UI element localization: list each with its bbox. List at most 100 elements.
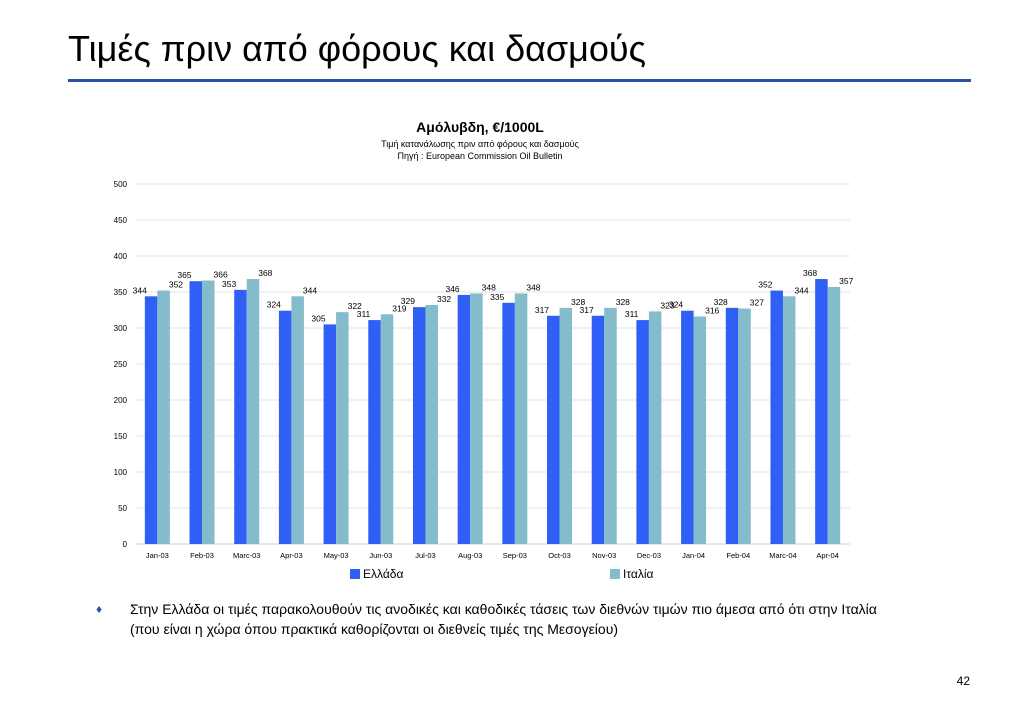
data-label-greece: 344: [133, 285, 147, 295]
bar-italy: [559, 307, 573, 544]
data-label-italy: 332: [437, 294, 451, 304]
data-label-greece: 305: [311, 313, 325, 323]
data-label-greece: 324: [267, 300, 281, 310]
bar-italy: [738, 308, 751, 544]
data-label-italy: 366: [214, 269, 228, 279]
data-label-italy: 344: [794, 285, 808, 295]
data-label-italy: 357: [839, 276, 853, 286]
data-label-greece: 329: [401, 296, 415, 306]
y-tick-label: 150: [114, 432, 128, 441]
data-label-greece: 352: [758, 280, 772, 290]
y-tick-label: 250: [114, 360, 128, 369]
x-tick-label: Feb-04: [726, 551, 750, 560]
bar-italy: [648, 311, 662, 544]
bar-greece: [502, 302, 515, 544]
data-label-greece: 317: [535, 305, 549, 315]
page-number: 42: [956, 674, 970, 688]
bar-greece: [636, 320, 649, 544]
x-tick-label: May-03: [324, 551, 349, 560]
data-label-greece: 317: [580, 305, 594, 315]
y-tick-label: 200: [114, 396, 128, 405]
data-label-italy: 348: [482, 282, 496, 292]
x-tick-label: Dec-03: [637, 551, 661, 560]
bar-italy: [157, 290, 170, 544]
y-tick-label: 400: [114, 252, 128, 261]
bar-italy: [782, 296, 796, 544]
bar-greece: [725, 307, 739, 544]
bar-greece: [368, 320, 381, 544]
data-label-italy: 322: [348, 301, 362, 311]
data-label-greece: 335: [490, 292, 504, 302]
bar-italy: [336, 312, 349, 544]
chart-subtitle: Τιμή κατανάλωσης πριν από φόρους και δασ…: [381, 139, 579, 149]
x-tick-label: Apr-03: [280, 551, 303, 560]
data-label-italy: 344: [303, 285, 317, 295]
bar-italy: [291, 296, 304, 544]
data-label-greece: 365: [177, 270, 191, 280]
bar-italy: [246, 279, 260, 544]
legend-swatch-greece: [350, 569, 360, 579]
legend-item-italy: Ιταλία: [610, 567, 653, 581]
y-tick-label: 350: [114, 288, 128, 297]
x-tick-label: Jul-03: [415, 551, 435, 560]
legend-swatch-italy: [610, 569, 620, 579]
bullet-text: Στην Ελλάδα οι τιμές παρακολουθούν τις α…: [130, 601, 877, 637]
legend-label-italy: Ιταλία: [623, 567, 654, 581]
x-tick-label: Nov-03: [592, 551, 616, 560]
x-tick-label: Apr-04: [816, 551, 839, 560]
data-label-greece: 346: [445, 284, 459, 294]
data-label-greece: 328: [714, 297, 728, 307]
bar-italy: [604, 307, 617, 544]
bar-greece: [457, 294, 471, 544]
bar-greece: [278, 310, 292, 544]
data-label-italy: 328: [616, 297, 630, 307]
data-label-italy: 348: [526, 282, 540, 292]
bar-italy: [470, 293, 483, 544]
y-tick-label: 100: [114, 468, 128, 477]
slide-title: Τιμές πριν από φόρους και δασμούς: [68, 28, 646, 69]
bar-greece: [189, 281, 203, 544]
x-tick-label: Aug-03: [458, 551, 482, 560]
bar-greece: [681, 310, 694, 544]
bar-greece: [234, 289, 247, 544]
x-tick-label: Jun-03: [369, 551, 392, 560]
y-tick-label: 300: [114, 324, 128, 333]
bar-greece: [412, 307, 426, 544]
bar-greece: [591, 315, 605, 544]
data-label-greece: 311: [357, 309, 371, 319]
x-tick-label: Oct-03: [548, 551, 571, 560]
x-tick-label: Marc-04: [769, 551, 797, 560]
bar-greece: [323, 324, 337, 544]
bar-greece: [815, 279, 828, 544]
bar-greece: [144, 296, 158, 544]
bar-italy: [827, 286, 841, 544]
data-label-greece: 324: [669, 300, 683, 310]
bar-italy: [425, 304, 438, 544]
bar-greece: [770, 290, 783, 544]
title-divider: [68, 79, 971, 82]
x-tick-label: Sep-03: [503, 551, 527, 560]
legend-item-greece: Ελλάδα: [350, 567, 403, 581]
y-tick-label: 500: [114, 180, 128, 189]
data-label-italy: 352: [169, 280, 183, 290]
y-tick-label: 0: [123, 540, 128, 549]
data-label-greece: 311: [625, 309, 639, 319]
data-label-italy: 319: [392, 303, 406, 313]
data-label-greece: 353: [222, 279, 236, 289]
x-tick-label: Marc-03: [233, 551, 261, 560]
y-tick-label: 50: [118, 504, 127, 513]
y-tick-label: 450: [114, 216, 128, 225]
data-label-italy: 323: [660, 300, 674, 310]
x-tick-label: Jan-04: [682, 551, 705, 560]
bar-italy: [693, 316, 707, 544]
x-tick-label: Jan-03: [146, 551, 169, 560]
bar-italy: [380, 314, 394, 544]
bar-italy: [202, 280, 215, 544]
bar-italy: [514, 293, 528, 544]
chart-title: Αμόλυβδη, €/1000L: [416, 119, 544, 135]
diamond-bullet-icon: ♦: [96, 602, 103, 616]
legend-label-greece: Ελλάδα: [363, 567, 404, 581]
data-label-italy: 328: [571, 297, 585, 307]
chart-source: Πηγή : European Commission Oil Bulletin: [397, 151, 563, 161]
